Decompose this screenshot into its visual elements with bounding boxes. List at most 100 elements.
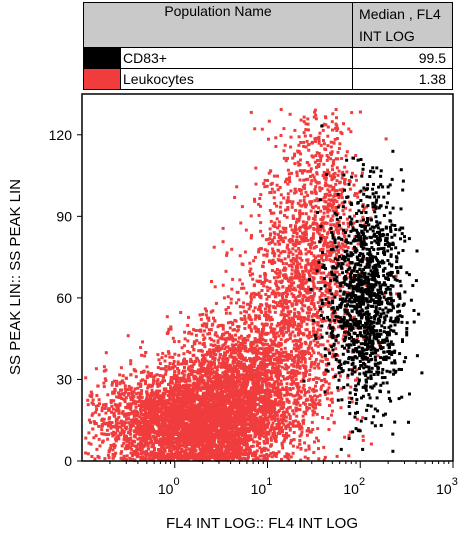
scatter-point: [222, 455, 225, 459]
scatter-point: [145, 405, 148, 409]
scatter-point: [223, 406, 227, 410]
scatter-point: [229, 395, 233, 399]
scatter-point: [304, 448, 308, 452]
scatter-point: [133, 434, 137, 437]
scatter-point: [176, 362, 180, 366]
scatter-point: [245, 442, 249, 446]
scatter-point: [198, 438, 202, 442]
scatter-point: [200, 377, 204, 381]
scatter-point: [182, 373, 186, 377]
scatter-point: [224, 429, 228, 433]
scatter-point: [298, 366, 302, 370]
scatter-point: [258, 441, 261, 445]
scatter-point: [242, 456, 246, 460]
scatter-point: [180, 420, 184, 424]
scatter-point: [183, 395, 187, 399]
scatter-point: [132, 368, 136, 372]
scatter-point: [167, 441, 171, 445]
scatter-point: [176, 409, 180, 413]
scatter-point: [243, 314, 247, 318]
scatter-point: [113, 445, 116, 449]
scatter-point: [184, 448, 188, 452]
scatter-point: [215, 405, 218, 408]
scatter-point: [133, 418, 137, 422]
scatter-point: [207, 402, 211, 406]
scatter-point: [181, 423, 185, 427]
scatter-point: [147, 410, 151, 414]
scatter-point: [196, 428, 200, 432]
scatter-point: [252, 458, 256, 462]
scatter-point: [272, 410, 276, 413]
scatter-point: [266, 448, 270, 452]
scatter-point: [182, 438, 186, 442]
scatter-point: [115, 422, 119, 426]
scatter-point: [119, 433, 123, 437]
scatter-point: [287, 412, 291, 416]
scatter-point: [129, 405, 133, 409]
scatter-point: [254, 397, 258, 401]
scatter-point: [292, 438, 296, 441]
scatter-point: [230, 440, 234, 444]
scatter-point: [251, 444, 255, 448]
scatter-point: [120, 450, 124, 454]
scatter-point: [194, 443, 198, 447]
scatter-point: [153, 421, 157, 425]
scatter-point: [209, 451, 213, 455]
scatter-point: [134, 414, 138, 417]
scatter-point: [224, 345, 228, 349]
scatter-point: [214, 377, 218, 381]
scatter-point: [154, 440, 158, 444]
scatter-point: [200, 413, 204, 417]
scatter-point: [167, 405, 170, 409]
scatter-point: [228, 427, 232, 431]
scatter-point: [161, 379, 165, 383]
scatter-point: [255, 344, 259, 348]
scatter-point: [96, 384, 100, 388]
scatter-point: [168, 391, 172, 395]
scatter-point: [137, 382, 141, 386]
scatter-point: [223, 419, 227, 422]
scatter-point: [203, 406, 207, 410]
scatter-point: [134, 426, 138, 430]
scatter-point: [89, 442, 93, 446]
scatter-point: [221, 371, 225, 375]
scatter-point: [163, 437, 167, 441]
scatter-point: [220, 425, 224, 429]
scatter-point: [155, 455, 159, 459]
scatter-point: [163, 402, 166, 406]
scatter-point: [279, 353, 283, 357]
scatter-point: [114, 426, 118, 429]
scatter-point: [192, 400, 196, 404]
scatter-point: [176, 447, 179, 451]
scatter-point: [172, 340, 176, 344]
scatter-point: [143, 403, 147, 407]
scatter-point: [159, 452, 163, 456]
scatter-point: [175, 440, 179, 444]
scatter-point: [124, 405, 128, 409]
scatter-point: [126, 417, 130, 421]
scatter-point: [277, 334, 281, 338]
scatter-point: [257, 427, 261, 431]
scatter-point: [149, 450, 153, 454]
scatter-point: [133, 409, 136, 413]
scatter-point: [134, 402, 138, 406]
scatter-point: [263, 441, 267, 445]
scatter-point: [158, 418, 162, 422]
scatter-point: [109, 423, 112, 427]
scatter-point: [167, 445, 171, 449]
scatter-point: [174, 432, 178, 436]
scatter-point: [258, 446, 262, 450]
scatter-point: [149, 437, 153, 441]
scatter-point: [162, 388, 166, 392]
scatter-point: [107, 424, 110, 428]
scatter-point: [176, 396, 180, 400]
scatter-point: [124, 458, 128, 462]
scatter-point: [222, 457, 226, 461]
scatter-point: [197, 455, 201, 459]
scatter-point: [193, 422, 197, 426]
scatter-point: [195, 416, 199, 420]
scatter-point: [245, 458, 249, 462]
scatter-point: [216, 444, 220, 448]
scatter-point: [139, 452, 143, 455]
